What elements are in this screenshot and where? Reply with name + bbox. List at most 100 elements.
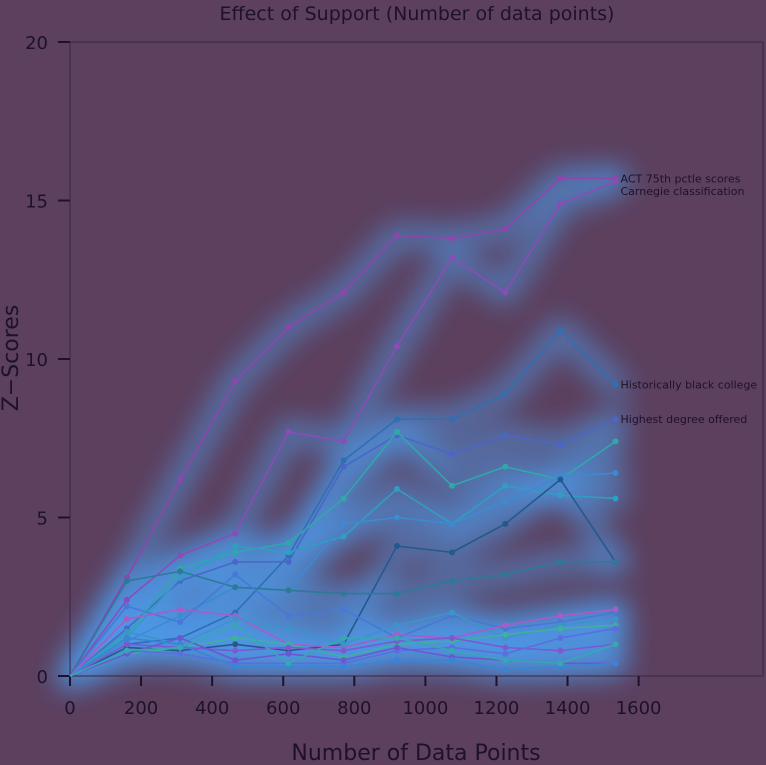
- data-point: [612, 495, 619, 502]
- data-point: [393, 416, 400, 423]
- data-point: [340, 533, 347, 540]
- data-point: [449, 577, 456, 584]
- data-point: [557, 612, 564, 619]
- data-point: [612, 660, 619, 667]
- y-tick-label: 15: [25, 192, 48, 213]
- data-point: [177, 552, 184, 559]
- data-point: [557, 441, 564, 448]
- x-tick-label: 1400: [545, 698, 591, 719]
- data-point: [232, 634, 239, 641]
- data-point: [502, 622, 509, 629]
- data-point: [285, 612, 292, 619]
- series-lines: [69, 175, 619, 677]
- data-point: [123, 634, 130, 641]
- data-point: [557, 327, 564, 334]
- x-tick-label: 1600: [616, 698, 662, 719]
- data-point: [123, 615, 130, 622]
- data-point: [285, 625, 292, 632]
- data-point: [557, 175, 564, 182]
- data-point: [177, 650, 184, 657]
- data-point: [502, 498, 509, 505]
- x-tick-label: 0: [64, 698, 75, 719]
- data-point: [557, 634, 564, 641]
- data-point: [340, 457, 347, 464]
- data-point: [502, 650, 509, 657]
- data-point: [393, 232, 400, 239]
- data-point: [340, 634, 347, 641]
- data-point: [502, 289, 509, 296]
- x-tick-label: 200: [124, 698, 158, 719]
- data-point: [123, 603, 130, 610]
- series-annotation: ACT 75th pctle scores: [621, 172, 741, 185]
- density-halo: [57, 165, 629, 689]
- data-point: [340, 495, 347, 502]
- data-point: [177, 634, 184, 641]
- data-point: [177, 476, 184, 483]
- data-point: [123, 596, 130, 603]
- data-point: [232, 558, 239, 565]
- x-tick-label: 600: [266, 698, 300, 719]
- data-point: [340, 289, 347, 296]
- data-point: [393, 514, 400, 521]
- data-point: [612, 641, 619, 648]
- data-point: [177, 606, 184, 613]
- data-point: [285, 539, 292, 546]
- data-point: [232, 378, 239, 385]
- data-point: [232, 530, 239, 537]
- data-point: [123, 628, 130, 635]
- y-tick-label: 5: [37, 509, 48, 530]
- data-point: [557, 492, 564, 499]
- data-point: [340, 438, 347, 445]
- data-point: [285, 558, 292, 565]
- data-point: [123, 641, 130, 648]
- data-point: [232, 549, 239, 556]
- data-point: [449, 451, 456, 458]
- data-point: [557, 647, 564, 654]
- data-point: [285, 324, 292, 331]
- data-point: [393, 634, 400, 641]
- data-point: [177, 612, 184, 619]
- data-point: [502, 631, 509, 638]
- x-tick-label: 1000: [402, 698, 448, 719]
- data-point: [449, 609, 456, 616]
- data-point: [502, 432, 509, 439]
- data-point: [502, 463, 509, 470]
- data-point: [285, 660, 292, 667]
- data-point: [123, 647, 130, 654]
- y-axis-label: Z−Scores: [0, 305, 24, 412]
- chart-title: Effect of Support (Number of data points…: [220, 3, 615, 25]
- data-point: [502, 644, 509, 651]
- series-9: [69, 558, 619, 677]
- data-point: [612, 625, 619, 632]
- data-point: [232, 584, 239, 591]
- data-point: [232, 615, 239, 622]
- data-point: [449, 235, 456, 242]
- data-point: [285, 428, 292, 435]
- series-10: [69, 571, 619, 677]
- data-point: [340, 647, 347, 654]
- data-point: [502, 482, 509, 489]
- data-point: [123, 577, 130, 584]
- data-point: [557, 558, 564, 565]
- data-point: [340, 641, 347, 648]
- x-tick-label: 1200: [474, 698, 520, 719]
- data-point: [393, 428, 400, 435]
- data-point: [285, 644, 292, 651]
- data-point: [557, 625, 564, 632]
- data-point: [612, 438, 619, 445]
- y-tick-label: 0: [37, 667, 48, 688]
- data-point: [612, 381, 619, 388]
- data-point: [340, 463, 347, 470]
- data-point: [177, 644, 184, 651]
- data-point: [340, 663, 347, 670]
- series-18: [69, 622, 619, 677]
- data-point: [393, 644, 400, 651]
- data-point: [177, 619, 184, 626]
- data-point: [612, 558, 619, 565]
- x-axis-label: Number of Data Points: [291, 741, 540, 765]
- data-point: [612, 606, 619, 613]
- data-point: [177, 574, 184, 581]
- data-point: [612, 178, 619, 185]
- data-point: [340, 606, 347, 613]
